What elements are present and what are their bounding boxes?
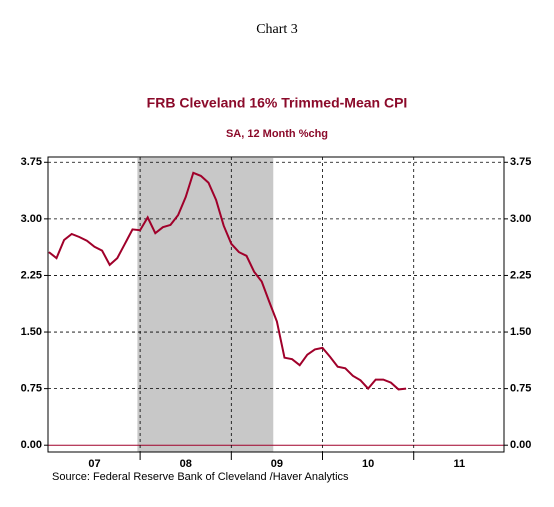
y-tick-label: 0.75 <box>21 383 42 395</box>
plot-frame <box>47 156 505 453</box>
recession-shading <box>137 158 274 452</box>
x-tick-label: 07 <box>88 458 100 470</box>
y2-tick-label: 2.25 <box>510 269 531 281</box>
x-tick-label: 09 <box>271 458 283 470</box>
y2-tick-label: 3.00 <box>510 213 531 225</box>
x-tick-label: 11 <box>453 458 465 470</box>
series-line <box>48 171 407 391</box>
y-tick-label: 3.75 <box>21 156 42 168</box>
y-tick-label: 3.00 <box>21 213 42 225</box>
x-tick-label: 10 <box>362 458 374 470</box>
y2-tick-label: 0.75 <box>510 383 531 395</box>
x-tick-label: 08 <box>180 458 192 470</box>
y2-tick-label: 3.75 <box>510 156 531 168</box>
source-note: Source: Federal Reserve Bank of Clevelan… <box>52 471 349 483</box>
y2-tick-label: 0.00 <box>510 439 531 451</box>
y-tick-label: 2.25 <box>21 269 42 281</box>
y-tick-label: 1.50 <box>21 326 42 338</box>
y2-tick-label: 1.50 <box>510 326 531 338</box>
chart-subtitle: SA, 12 Month %chg <box>226 128 328 140</box>
y-tick-label: 0.00 <box>21 439 42 451</box>
page-title: Chart 3 <box>256 22 298 37</box>
chart-title: FRB Cleveland 16% Trimmed-Mean CPI <box>147 95 408 111</box>
